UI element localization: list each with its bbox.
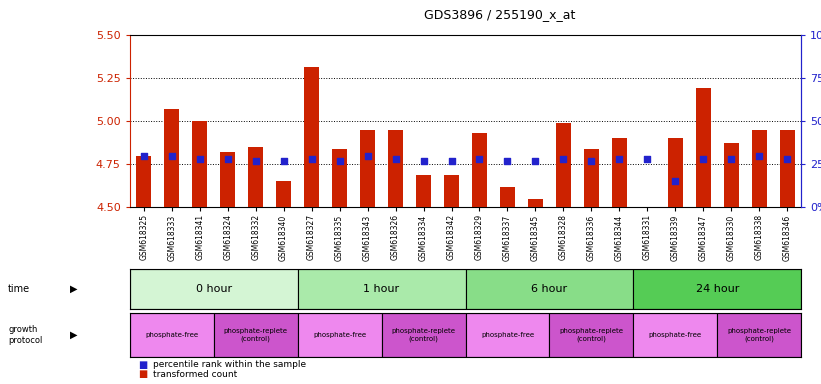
Text: phosphate-replete
(control): phosphate-replete (control) <box>727 328 791 342</box>
Bar <box>444 174 459 207</box>
Bar <box>220 152 236 207</box>
Bar <box>416 174 431 207</box>
Bar <box>332 149 347 207</box>
Point <box>221 156 234 162</box>
Point <box>193 156 206 162</box>
Text: 24 hour: 24 hour <box>695 284 739 294</box>
Point <box>165 152 178 159</box>
Text: 1 hour: 1 hour <box>364 284 400 294</box>
Text: ▶: ▶ <box>70 284 77 294</box>
Text: phosphate-replete
(control): phosphate-replete (control) <box>223 328 287 342</box>
Point <box>641 156 654 162</box>
Point <box>417 158 430 164</box>
Bar <box>667 138 683 207</box>
Point <box>669 178 682 184</box>
Point <box>781 156 794 162</box>
Bar <box>213 313 297 357</box>
Bar <box>556 123 571 207</box>
Text: phosphate-free: phosphate-free <box>313 332 366 338</box>
Bar <box>528 199 544 207</box>
Text: percentile rank within the sample: percentile rank within the sample <box>153 360 306 369</box>
Bar <box>130 313 213 357</box>
Bar <box>633 313 718 357</box>
Point <box>585 158 598 164</box>
Text: ■: ■ <box>138 360 147 370</box>
Point <box>445 158 458 164</box>
Bar <box>382 313 466 357</box>
Bar <box>695 88 711 207</box>
Bar <box>612 138 627 207</box>
Text: growth
protocol: growth protocol <box>8 325 43 345</box>
Point <box>137 152 150 159</box>
Text: phosphate-free: phosphate-free <box>145 332 198 338</box>
Text: phosphate-replete
(control): phosphate-replete (control) <box>559 328 623 342</box>
Bar <box>136 156 151 207</box>
Bar <box>360 130 375 207</box>
Text: ■: ■ <box>138 369 147 379</box>
Bar <box>164 109 179 207</box>
Bar <box>500 187 515 207</box>
Bar <box>130 269 297 309</box>
Bar <box>584 149 599 207</box>
Text: 6 hour: 6 hour <box>531 284 567 294</box>
Text: ▶: ▶ <box>70 330 77 340</box>
Bar <box>466 269 633 309</box>
Point <box>361 152 374 159</box>
Point <box>249 158 262 164</box>
Bar <box>297 313 382 357</box>
Bar <box>304 68 319 207</box>
Bar <box>388 130 403 207</box>
Bar <box>297 269 466 309</box>
Point <box>725 156 738 162</box>
Bar <box>780 130 795 207</box>
Text: phosphate-replete
(control): phosphate-replete (control) <box>392 328 456 342</box>
Text: GDS3896 / 255190_x_at: GDS3896 / 255190_x_at <box>424 8 576 21</box>
Bar <box>633 269 801 309</box>
Point <box>557 156 570 162</box>
Point <box>277 158 290 164</box>
Point <box>697 156 710 162</box>
Bar <box>472 133 487 207</box>
Text: phosphate-free: phosphate-free <box>649 332 702 338</box>
Point <box>333 158 346 164</box>
Text: transformed count: transformed count <box>153 370 237 379</box>
Text: time: time <box>8 284 30 294</box>
Point <box>501 158 514 164</box>
Text: phosphate-free: phosphate-free <box>481 332 534 338</box>
Bar <box>549 313 633 357</box>
Point <box>612 156 626 162</box>
Point <box>305 156 319 162</box>
Bar <box>248 147 264 207</box>
Bar <box>752 130 767 207</box>
Point <box>389 156 402 162</box>
Point <box>473 156 486 162</box>
Point <box>753 152 766 159</box>
Point <box>529 158 542 164</box>
Bar <box>466 313 549 357</box>
Bar <box>723 144 739 207</box>
Bar <box>192 121 208 207</box>
Text: 0 hour: 0 hour <box>195 284 232 294</box>
Bar <box>276 181 291 207</box>
Bar <box>718 313 801 357</box>
